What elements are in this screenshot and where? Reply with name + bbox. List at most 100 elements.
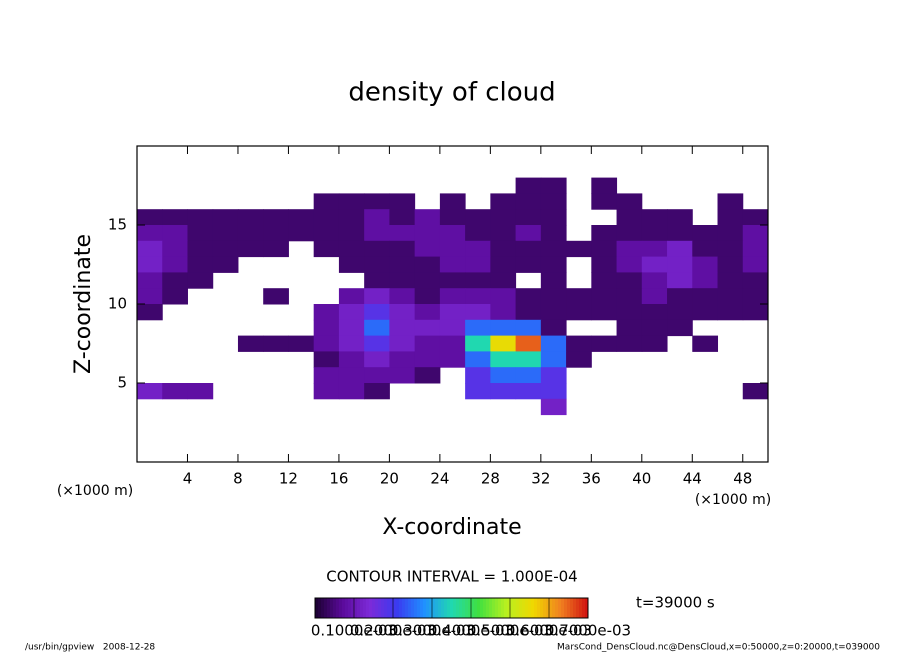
heatmap-cell xyxy=(540,256,567,273)
heatmap-cell xyxy=(591,272,618,289)
x-tick-label: 40 xyxy=(632,470,651,488)
heatmap-cell xyxy=(439,304,466,321)
x-tick-label: 4 xyxy=(183,470,193,488)
colorbar-swatch xyxy=(426,598,430,618)
heatmap-cell xyxy=(313,209,340,226)
x-tick-label: 24 xyxy=(430,470,449,488)
heatmap-cell xyxy=(641,209,668,226)
colorbar-swatch xyxy=(396,598,400,618)
heatmap-cell xyxy=(338,193,365,210)
heatmap-cell xyxy=(414,288,441,305)
colorbar-swatch xyxy=(525,598,529,618)
colorbar-swatch xyxy=(507,598,511,618)
chart-title: density of cloud xyxy=(348,78,555,108)
colorbar-swatch xyxy=(390,598,394,618)
heatmap-cell xyxy=(616,256,643,273)
colorbar-swatch xyxy=(510,598,514,618)
heatmap-cell xyxy=(338,225,365,242)
colorbar-swatch xyxy=(351,598,355,618)
heatmap-cell xyxy=(515,177,542,194)
x-tick-label: 36 xyxy=(582,470,601,488)
heatmap-cell xyxy=(187,272,214,289)
heatmap-cell xyxy=(540,383,567,400)
heatmap-cell xyxy=(237,335,264,352)
colorbar-swatch xyxy=(318,598,322,618)
heatmap-cell xyxy=(490,351,517,368)
heatmap-cell xyxy=(338,367,365,384)
heatmap-cell xyxy=(364,319,390,337)
footer-left: /usr/bin/gpview 2008-12-28 xyxy=(25,643,155,653)
heatmap-cell xyxy=(389,209,416,226)
heatmap-cell xyxy=(137,304,163,321)
colorbar-tick-label: 0.5000e-03 xyxy=(467,622,553,640)
heatmap-cell xyxy=(742,225,769,242)
heatmap-cell xyxy=(439,240,466,258)
colorbar-swatch xyxy=(453,598,457,618)
colorbar-swatch xyxy=(363,598,367,618)
heatmap-cell xyxy=(338,240,365,258)
heatmap-cell xyxy=(187,209,214,226)
heatmap-cell xyxy=(389,225,416,242)
colorbar-swatch xyxy=(498,598,502,618)
heatmap-cell xyxy=(540,272,567,289)
heatmap-cell xyxy=(288,335,315,352)
colorbar-swatch xyxy=(414,598,418,618)
heatmap-cell xyxy=(490,209,517,226)
colorbar-swatch xyxy=(459,598,463,618)
heatmap-cell xyxy=(591,288,618,305)
heatmap-cell xyxy=(742,288,769,305)
heatmap-cell xyxy=(515,319,542,337)
colorbar-swatch xyxy=(519,598,523,618)
colorbar-swatch xyxy=(333,598,337,618)
x-tick-label: 12 xyxy=(279,470,298,488)
heatmap-cell xyxy=(692,225,719,242)
colorbar-swatch xyxy=(471,598,475,618)
heatmap-cell xyxy=(465,351,491,368)
heatmap-cell xyxy=(439,335,466,352)
heatmap-cell xyxy=(667,209,693,226)
colorbar-swatch xyxy=(435,598,439,618)
x-axis-unit: (×1000 m) xyxy=(695,492,771,508)
colorbar-swatch xyxy=(330,598,334,618)
heatmap-cell xyxy=(162,209,188,226)
heatmap-cell xyxy=(237,225,264,242)
x-tick-label: 44 xyxy=(683,470,702,488)
colorbar-swatch xyxy=(378,598,382,618)
heatmap-cell xyxy=(313,383,340,400)
heatmap-cell xyxy=(237,209,264,226)
colorbar-swatch xyxy=(516,598,520,618)
colorbar-tick-label: 0.7000e-03 xyxy=(545,622,631,640)
heatmap-cell xyxy=(313,240,340,258)
heatmap-cell xyxy=(742,304,769,321)
heatmap-cell xyxy=(288,209,315,226)
heatmap-cell xyxy=(137,288,163,305)
colorbar-swatch xyxy=(444,598,448,618)
colorbar-swatch xyxy=(558,598,562,618)
heatmap-cell xyxy=(212,256,239,273)
heatmap-cell xyxy=(717,304,744,321)
heatmap-cell xyxy=(414,335,441,352)
x-tick-label: 32 xyxy=(531,470,550,488)
heatmap-cell xyxy=(313,304,340,321)
y-tick-label: 15 xyxy=(108,216,127,234)
colorbar-tick-label: 0.4000e-03 xyxy=(428,622,514,640)
heatmap-cell xyxy=(465,272,491,289)
colorbar-swatch xyxy=(324,598,328,618)
colorbar-swatch xyxy=(447,598,451,618)
heatmap-cell xyxy=(187,240,214,258)
heatmap-cell xyxy=(465,209,491,226)
colorbar-swatch xyxy=(348,598,352,618)
heatmap-cell xyxy=(439,272,466,289)
heatmap-cell xyxy=(515,367,542,384)
heatmap-cell xyxy=(389,288,416,305)
colorbar-swatch xyxy=(540,598,544,618)
colorbar-swatch xyxy=(486,598,490,618)
heatmap-cell xyxy=(717,225,744,242)
heatmap-cell xyxy=(667,288,693,305)
colorbar-swatch xyxy=(465,598,469,618)
heatmap-cell xyxy=(237,240,264,258)
heatmap-cell xyxy=(717,240,744,258)
heatmap-cell xyxy=(439,351,466,368)
colorbar-swatch xyxy=(567,598,571,618)
colorbar-swatch xyxy=(483,598,487,618)
